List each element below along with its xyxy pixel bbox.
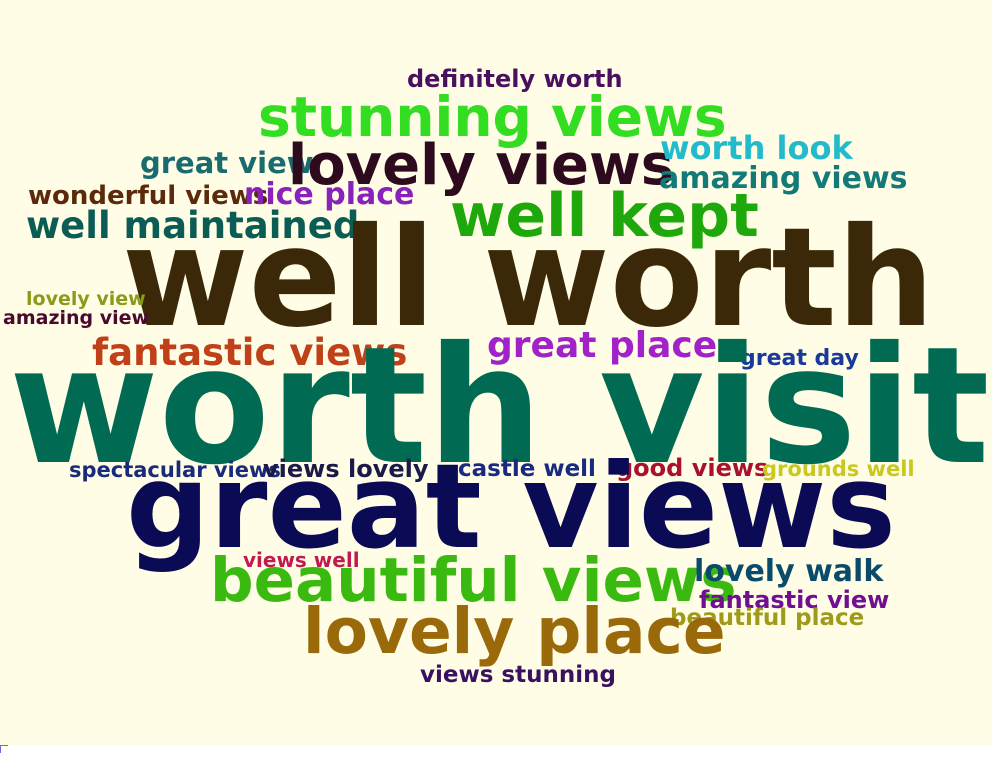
word: stunning views <box>258 85 727 149</box>
word: definitely worth <box>407 65 623 93</box>
word: worth look <box>660 129 853 167</box>
word: lovely walk <box>694 554 884 589</box>
word: great views <box>126 438 896 575</box>
word: castle well <box>458 456 596 482</box>
word: well kept <box>450 181 759 251</box>
word: amazing views <box>659 161 908 196</box>
window-corner <box>0 745 8 753</box>
word: great place <box>487 325 718 366</box>
word: views lovely <box>263 455 429 483</box>
word: fantastic view <box>699 586 890 614</box>
word: great view <box>140 146 314 180</box>
word: lovely place <box>303 595 726 668</box>
word: amazing view <box>3 307 150 329</box>
word: good views <box>616 454 769 482</box>
word: spectacular views <box>69 458 281 482</box>
word: fantastic views <box>92 331 408 374</box>
word: nice place <box>244 177 415 212</box>
word: wonderful views <box>28 181 269 211</box>
word: beautiful views <box>210 545 737 616</box>
word: well maintained <box>26 204 360 247</box>
word: lovely view <box>26 288 146 310</box>
word: worth visit <box>9 313 990 501</box>
word: well worth <box>122 199 935 358</box>
word: great day <box>740 346 859 371</box>
word: grounds well <box>762 457 915 481</box>
word: views stunning <box>420 662 616 688</box>
word: lovely views <box>288 133 675 198</box>
word: beautiful place <box>670 605 865 631</box>
word: views well <box>243 548 360 572</box>
